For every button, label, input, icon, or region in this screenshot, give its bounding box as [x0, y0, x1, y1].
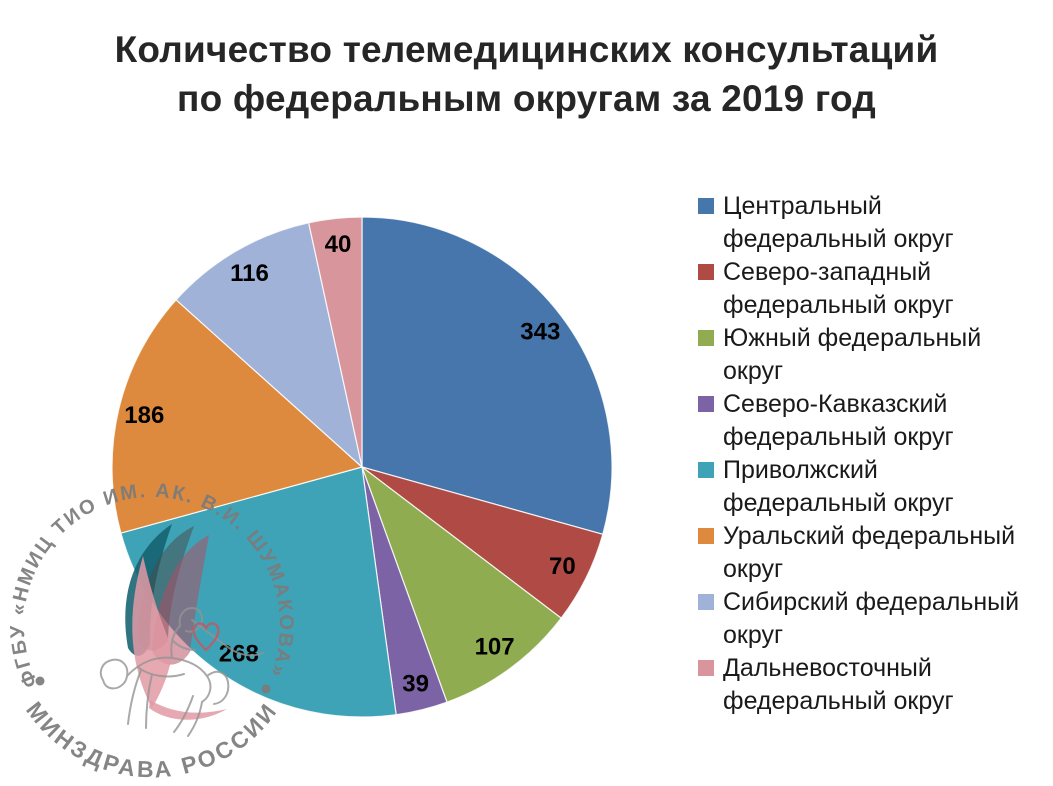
legend-label: Приволжский федеральный округ	[723, 456, 954, 517]
legend-label: Северо-западный федеральный округ	[723, 258, 954, 319]
legend-swatch	[698, 462, 714, 478]
pie-value-label: 39	[402, 671, 429, 698]
legend-swatch	[698, 330, 714, 346]
chart-title-line1: Количество телемедицинских консультаций	[114, 29, 939, 70]
chart-legend: Центральный федеральный округ Северо-запад…	[698, 190, 1048, 718]
chart-title-line2: по федеральным округам за 2019 год	[177, 77, 876, 119]
legend-item-8: Дальневосточный федеральный округ	[698, 652, 1048, 718]
pie-slice-6	[111, 299, 364, 534]
pie-slice-1	[361, 216, 613, 536]
legend-item-2: Северо-западный федеральный округ	[698, 256, 1048, 322]
legend-item-6: Уральский федеральный округ	[698, 520, 1048, 586]
legend-label: Сибирский федеральный округ	[723, 588, 1020, 649]
pie-value-label: 107	[475, 634, 515, 661]
pie-value-label: 116	[230, 260, 269, 287]
pie-slice-8	[307, 216, 363, 468]
legend-item-1: Центральный федеральный округ	[698, 190, 1048, 256]
legend-swatch	[698, 660, 714, 676]
legend-item-4: Северо-Кавказский федеральный округ	[698, 388, 1048, 454]
legend-label: Дальневосточный федеральный округ	[723, 654, 954, 715]
legend-label: Центральный федеральный округ	[723, 192, 954, 253]
chart-title: Количество телемедицинских консультаций …	[0, 26, 1053, 124]
pie-slice-7	[175, 222, 363, 469]
legend-item-7: Сибирский федеральный округ	[698, 586, 1048, 652]
pie-value-label: 186	[124, 402, 164, 429]
legend-label: Северо-Кавказский федеральный округ	[723, 390, 954, 451]
pie-value-label: 343	[520, 318, 560, 345]
pie-value-label: 40	[325, 231, 352, 258]
legend-swatch	[698, 528, 714, 544]
legend-label: Уральский федеральный округ	[723, 522, 1016, 583]
legend-label: Южный федеральный округ	[723, 324, 982, 385]
legend-item-3: Южный федеральный округ	[698, 322, 1048, 388]
pie-slice-3	[360, 465, 563, 703]
legend-swatch	[698, 264, 714, 280]
legend-swatch	[698, 396, 714, 412]
legend-swatch	[698, 198, 714, 214]
pie-value-label: 70	[549, 553, 576, 580]
legend-item-5: Приволжский федеральный округ	[698, 454, 1048, 520]
pie-value-label: 268	[219, 640, 259, 667]
legend-swatch	[698, 594, 714, 610]
